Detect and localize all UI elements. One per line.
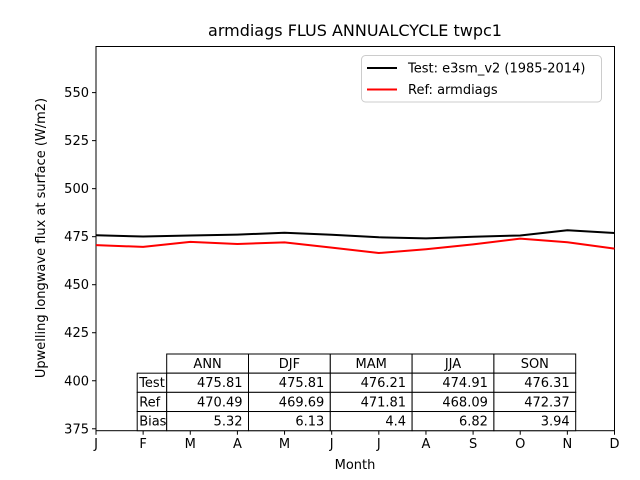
legend: Test: e3sm_v2 (1985-2014) Ref: armdiags xyxy=(362,56,602,103)
series-line-test xyxy=(96,230,615,238)
x-tick-label: M xyxy=(279,437,290,452)
y-tick-label: 450 xyxy=(64,278,89,293)
table-cell-value: 475.81 xyxy=(279,376,325,391)
legend-label-test: Test: e3sm_v2 (1985-2014) xyxy=(407,62,585,77)
x-tick-label: A xyxy=(422,437,431,452)
x-tick-label: N xyxy=(562,437,572,452)
table-row-label: Ref xyxy=(139,395,160,410)
y-tick-label: 550 xyxy=(64,86,89,101)
x-tick-label: O xyxy=(515,437,525,452)
y-tick-label: 525 xyxy=(64,134,89,149)
x-tick-label: A xyxy=(233,437,242,452)
table-cell-value: 476.31 xyxy=(524,376,570,391)
table-header-label: JJA xyxy=(444,357,461,372)
table-header-label: MAM xyxy=(356,357,387,372)
table-cell-value: 469.69 xyxy=(279,395,325,410)
y-axis-label: Upwelling longwave flux at surface (W/m2… xyxy=(34,98,49,378)
table-cell-value: 3.94 xyxy=(541,415,570,430)
table-cell-value: 6.13 xyxy=(295,415,324,430)
annual-cycle-chart: armdiags FLUS ANNUALCYCLE twpc1 Upwellin… xyxy=(0,0,640,480)
table-cell-value: 468.09 xyxy=(442,395,488,410)
table-cell-value: 474.91 xyxy=(442,376,488,391)
table-header-label: SON xyxy=(521,357,549,372)
table-cell-value: 472.37 xyxy=(524,395,570,410)
x-tick-label: J xyxy=(93,437,98,452)
table-cell-value: 6.82 xyxy=(459,415,488,430)
y-tick-label: 425 xyxy=(64,326,89,341)
x-tick-label: D xyxy=(609,437,619,452)
table-header-label: DJF xyxy=(279,357,300,372)
x-tick-label: J xyxy=(329,437,334,452)
y-tick-label: 475 xyxy=(64,230,89,245)
series-line-ref xyxy=(96,239,615,253)
x-tick-label: F xyxy=(139,437,146,452)
figure: armdiags FLUS ANNUALCYCLE twpc1 Upwellin… xyxy=(0,0,640,480)
y-tick-label: 500 xyxy=(64,182,89,197)
table-cell-value: 471.81 xyxy=(361,395,407,410)
table-cell-value: 476.21 xyxy=(361,376,407,391)
x-tick-label: M xyxy=(185,437,196,452)
table-header-label: ANN xyxy=(193,357,221,372)
table-cell-value: 4.4 xyxy=(385,415,406,430)
y-tick-label: 375 xyxy=(64,422,89,437)
y-tick-label: 400 xyxy=(64,374,89,389)
chart-title: armdiags FLUS ANNUALCYCLE twpc1 xyxy=(208,21,502,40)
table-cell-value: 470.49 xyxy=(197,395,243,410)
table-cell-value: 475.81 xyxy=(197,376,243,391)
table-row-label: Test xyxy=(138,376,165,391)
x-tick-label: J xyxy=(376,437,381,452)
table-row-label: Bias xyxy=(139,415,166,430)
x-tick-label: S xyxy=(469,437,477,452)
legend-label-ref: Ref: armdiags xyxy=(408,83,498,98)
table-cell-value: 5.32 xyxy=(214,415,243,430)
stats-table: ANN DJF MAM JJA SON Test 475.81 475.81 476.21 474… xyxy=(137,354,576,431)
x-axis-label: Month xyxy=(335,458,376,473)
data-series xyxy=(96,230,615,253)
